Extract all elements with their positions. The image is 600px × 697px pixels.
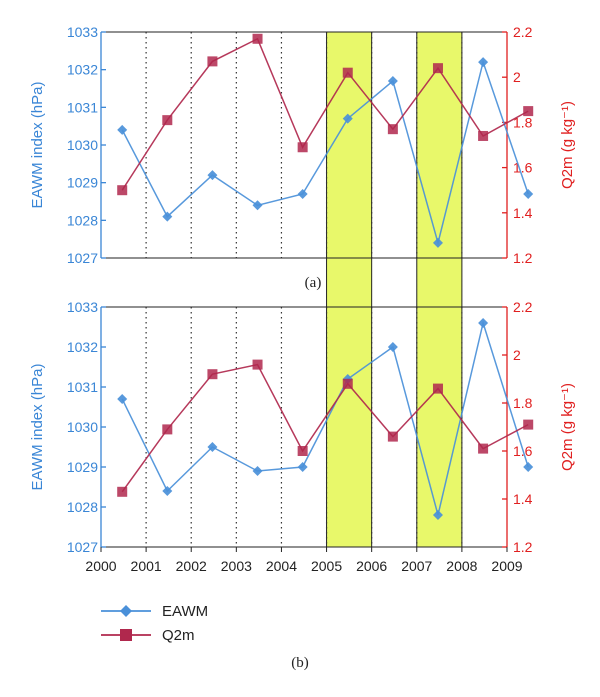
panel-label-b: (b) <box>291 655 309 671</box>
x-tick-label: 2005 <box>311 558 342 574</box>
point-eawm-a-6 <box>342 113 353 124</box>
point-q2m-a-4 <box>252 33 263 44</box>
right-tick-label-b: 1.2 <box>513 539 533 555</box>
x-tick-label: 2007 <box>401 558 432 574</box>
point-q2m-a-5 <box>297 142 308 153</box>
point-q2m-b-4 <box>252 359 263 370</box>
point-eawm-b-5 <box>297 462 308 472</box>
left-tick-label-a: 1029 <box>67 175 98 191</box>
x-tick-label: 2001 <box>131 558 162 574</box>
x-tick-label: 2009 <box>491 558 522 574</box>
point-eawm-b-8 <box>432 510 443 520</box>
point-eawm-a-8 <box>432 237 443 248</box>
x-tick-label: 2000 <box>85 558 116 574</box>
point-eawm-b-2 <box>162 486 173 496</box>
left-axis-title-b: EAWM index (hPa) <box>29 364 46 491</box>
right-tick-label-a: 1.6 <box>513 160 533 176</box>
left-tick-label-a: 1030 <box>67 137 98 153</box>
point-q2m-a-2 <box>162 115 173 126</box>
left-tick-label-b: 1032 <box>67 339 98 355</box>
left-tick-label-a: 1028 <box>67 212 98 228</box>
point-q2m-a-1 <box>117 185 128 196</box>
right-tick-label-a: 1.8 <box>513 114 533 130</box>
left-tick-label-b: 1033 <box>67 299 98 315</box>
point-q2m-a-10 <box>523 106 534 117</box>
right-tick-label-a: 2 <box>513 69 521 85</box>
left-tick-label-b: 1029 <box>67 459 98 475</box>
right-tick-label-a: 1.2 <box>513 250 533 266</box>
point-q2m-b-7 <box>387 431 398 442</box>
left-tick-label-a: 1031 <box>67 99 98 115</box>
point-eawm-b-9 <box>478 318 489 328</box>
left-tick-label-b: 1027 <box>67 539 98 555</box>
panel-a: 1027 1028 1029 1030 1031 1032 1033 EAWM index (… <box>29 24 576 291</box>
point-q2m-b-2 <box>162 424 173 435</box>
x-tick-label: 2006 <box>356 558 387 574</box>
x-tick-label: 2004 <box>266 558 297 574</box>
right-tick-label-b: 2.2 <box>513 299 533 315</box>
point-q2m-a-6 <box>342 67 353 78</box>
point-eawm-b-4 <box>252 466 263 476</box>
x-tick-label: 2008 <box>446 558 477 574</box>
point-q2m-b-10 <box>523 419 534 430</box>
right-tick-label-a: 1.4 <box>513 205 533 221</box>
left-tick-label-a: 1027 <box>67 250 98 266</box>
x-tick-label: 2002 <box>176 558 207 574</box>
highlight-band-1 <box>326 31 373 548</box>
left-tick-label-b: 1028 <box>67 499 98 515</box>
point-q2m-b-1 <box>117 486 128 497</box>
point-q2m-b-9 <box>478 443 489 454</box>
series-line-eawm-b <box>121 320 529 516</box>
highlight-band-2 <box>416 31 463 548</box>
point-eawm-a-2 <box>162 211 173 222</box>
right-tick-label-a: 2.2 <box>513 24 533 40</box>
point-eawm-a-3 <box>207 170 218 181</box>
point-q2m-a-9 <box>478 130 489 141</box>
point-q2m-b-8 <box>432 383 443 394</box>
point-q2m-b-3 <box>207 369 218 380</box>
left-tick-label-b: 1031 <box>67 379 98 395</box>
point-q2m-a-3 <box>207 56 218 67</box>
legend-marker-q2m <box>120 629 132 641</box>
left-tick-label-a: 1033 <box>67 24 98 40</box>
shared-x-axis: 2000 2001 2002 2003 2004 2005 2006 2007 2008 2009 <box>85 547 523 574</box>
x-tick-label: 2003 <box>221 558 252 574</box>
right-tick-label-b: 2 <box>513 347 521 363</box>
point-eawm-a-9 <box>478 57 489 68</box>
legend-marker-eawm <box>120 605 132 617</box>
point-eawm-a-4 <box>252 200 263 211</box>
point-eawm-a-7 <box>387 75 398 86</box>
point-eawm-b-1 <box>117 394 128 404</box>
point-q2m-b-6 <box>342 378 353 389</box>
series-line-q2m-b <box>121 363 529 493</box>
point-q2m-a-7 <box>387 124 398 135</box>
panel-b: 1027 1028 1029 1030 1031 1032 1033 EAWM index (… <box>29 299 576 555</box>
right-axis-title-b: Q2m (g kg⁻¹) <box>559 383 576 471</box>
legend: EAWM Q2m <box>101 603 208 644</box>
series-line-eawm-a <box>121 59 529 246</box>
left-tick-label-b: 1030 <box>67 419 98 435</box>
chart-panels: 1027 1028 1029 1030 1031 1032 1033 EAWM index (… <box>29 24 576 555</box>
panel-label-a: (a) <box>305 275 322 291</box>
left-axis-title-a: EAWM index (hPa) <box>29 82 46 209</box>
legend-label-q2m: Q2m <box>162 627 195 644</box>
point-eawm-a-5 <box>297 188 308 199</box>
point-q2m-b-5 <box>297 446 308 456</box>
point-eawm-b-10 <box>523 462 534 472</box>
right-tick-label-b: 1.8 <box>513 395 533 411</box>
left-tick-label-a: 1032 <box>67 62 98 78</box>
highlight-bands <box>326 31 463 548</box>
point-eawm-b-3 <box>207 442 218 452</box>
point-eawm-a-1 <box>117 124 128 135</box>
legend-label-eawm: EAWM <box>162 603 208 620</box>
right-axis-title-a: Q2m (g kg⁻¹) <box>559 101 576 189</box>
point-eawm-a-10 <box>523 188 534 199</box>
point-eawm-b-7 <box>387 342 398 352</box>
point-q2m-a-8 <box>432 63 443 74</box>
right-tick-label-b: 1.4 <box>513 491 533 507</box>
series-line-q2m-a <box>121 37 529 191</box>
